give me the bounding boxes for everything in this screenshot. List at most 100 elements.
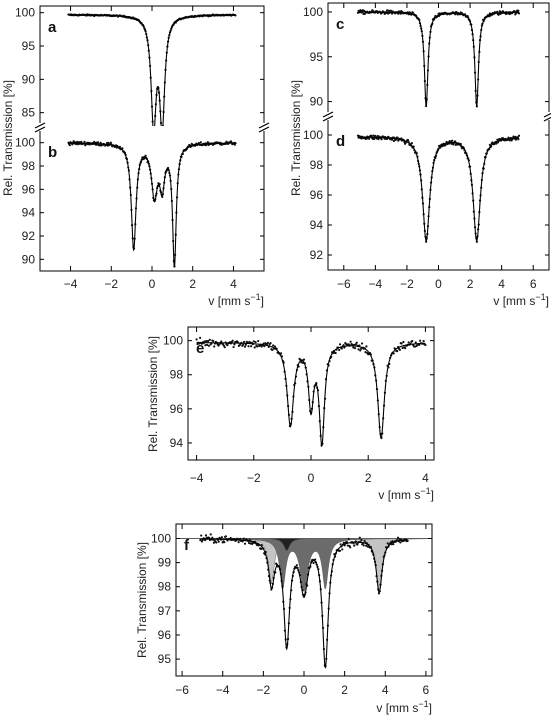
panel-a: 85 90 95 100 a	[15, 6, 264, 133]
panel-letter-d: d	[336, 133, 345, 150]
x-tick-label: −4	[216, 683, 230, 697]
y-tick-label: 95	[310, 50, 324, 64]
data-point	[418, 343, 421, 346]
x-axis-label: v [mm s−1]	[208, 292, 264, 308]
data-point	[243, 537, 246, 540]
x-tick-label: −4	[369, 277, 383, 291]
x-axis-label: v [mm s−1]	[378, 486, 434, 502]
y-axis-label: Rel. Transmission [%]	[289, 80, 303, 196]
data-point	[247, 345, 250, 348]
y-tick-label: 100	[15, 136, 35, 150]
data-point	[363, 12, 366, 15]
data-point	[161, 131, 163, 133]
data-point	[273, 345, 277, 348]
data-point	[272, 344, 275, 347]
data-point	[269, 342, 272, 345]
data-point	[213, 345, 216, 348]
data-point	[359, 349, 362, 352]
x-tick-label: 0	[301, 683, 308, 697]
data-point	[68, 144, 71, 147]
panel-letter-e: e	[196, 340, 204, 357]
x-tick-label: −4	[64, 277, 78, 291]
data-point	[206, 339, 210, 343]
panel-f: 95 96 97 98 99 100 f	[151, 531, 432, 669]
data-point	[355, 341, 358, 344]
y-tick-label: 100	[151, 531, 171, 545]
data-point	[295, 564, 298, 567]
data-point	[205, 339, 208, 343]
subspectrum-f-1	[176, 538, 432, 593]
y-tick-label: 90	[22, 252, 36, 266]
fit-curve-c	[357, 11, 520, 108]
data-point	[353, 544, 356, 547]
x-axis-label: v [mm s−1]	[493, 292, 549, 308]
panel-e: 94 96 98 100 e	[163, 334, 434, 450]
y-tick-label: 95	[158, 652, 172, 666]
data-point	[364, 351, 367, 354]
data-point	[407, 139, 410, 142]
fit-curve-f	[200, 538, 408, 669]
chart-middle: 94 96 98 100 e −4 −2 0 2 4v [mm s−1] Rel. Transmis…	[146, 326, 435, 502]
y-tick-label: 94	[310, 218, 324, 232]
x-tick-label: −2	[104, 277, 118, 291]
y-tick-label: 96	[170, 402, 184, 416]
data-point	[223, 541, 226, 544]
panel-letter-c: c	[336, 16, 344, 33]
data-point	[343, 346, 346, 349]
data-point	[209, 533, 212, 536]
data-point	[302, 358, 306, 361]
y-axis-label: Rel. Transmission [%]	[135, 542, 149, 658]
data-point	[204, 344, 207, 347]
x-tick-label: −6	[337, 277, 351, 291]
data-point	[243, 345, 247, 348]
data-point	[200, 534, 203, 537]
data-point	[233, 343, 236, 346]
fit-curve-a	[68, 14, 236, 126]
data-point	[517, 9, 520, 12]
data-point	[341, 548, 344, 551]
fit-curve-b	[68, 142, 236, 268]
y-tick-label: 100	[303, 128, 323, 142]
x-axis-label: v [mm s−1]	[376, 699, 432, 715]
y-tick-label: 98	[22, 159, 36, 173]
y-tick-label: 98	[170, 368, 184, 382]
data-point	[419, 339, 422, 342]
data-point	[197, 142, 200, 145]
data-point	[424, 343, 427, 347]
data-point	[259, 547, 263, 551]
data-point	[338, 343, 342, 346]
x-tick-label: 6	[423, 683, 430, 697]
data-point	[404, 347, 407, 350]
data-point	[396, 536, 400, 539]
data-point	[454, 140, 457, 143]
data-point	[208, 338, 211, 342]
axis-break-gap	[258, 123, 270, 131]
data-point	[396, 349, 399, 353]
panel-letter-b: b	[48, 144, 57, 161]
axis-break-gap	[34, 123, 46, 131]
y-tick-label: 94	[170, 436, 184, 450]
data-point	[203, 340, 206, 343]
data-point	[226, 344, 229, 347]
data-point	[451, 139, 454, 142]
y-tick-label: 98	[158, 580, 172, 594]
y-tick-label: 99	[158, 556, 172, 570]
data-point	[353, 347, 357, 350]
data-point	[314, 558, 317, 561]
data-point	[390, 138, 394, 141]
data-point	[368, 137, 371, 140]
x-tick-label: 4	[382, 683, 389, 697]
data-point	[338, 549, 341, 552]
data-point	[243, 340, 246, 344]
data-point	[250, 345, 253, 348]
x-tick-label: −2	[247, 471, 261, 485]
data-point	[211, 536, 214, 539]
axis-break-mark	[322, 111, 334, 118]
data-point	[356, 543, 359, 546]
y-tick-label: 100	[15, 6, 35, 20]
data-point	[422, 339, 425, 343]
data-point	[224, 535, 227, 538]
panel-c: 90 95 100 c	[303, 5, 549, 109]
x-tick-label: 4	[230, 277, 237, 291]
x-tick-label: 2	[341, 683, 348, 697]
